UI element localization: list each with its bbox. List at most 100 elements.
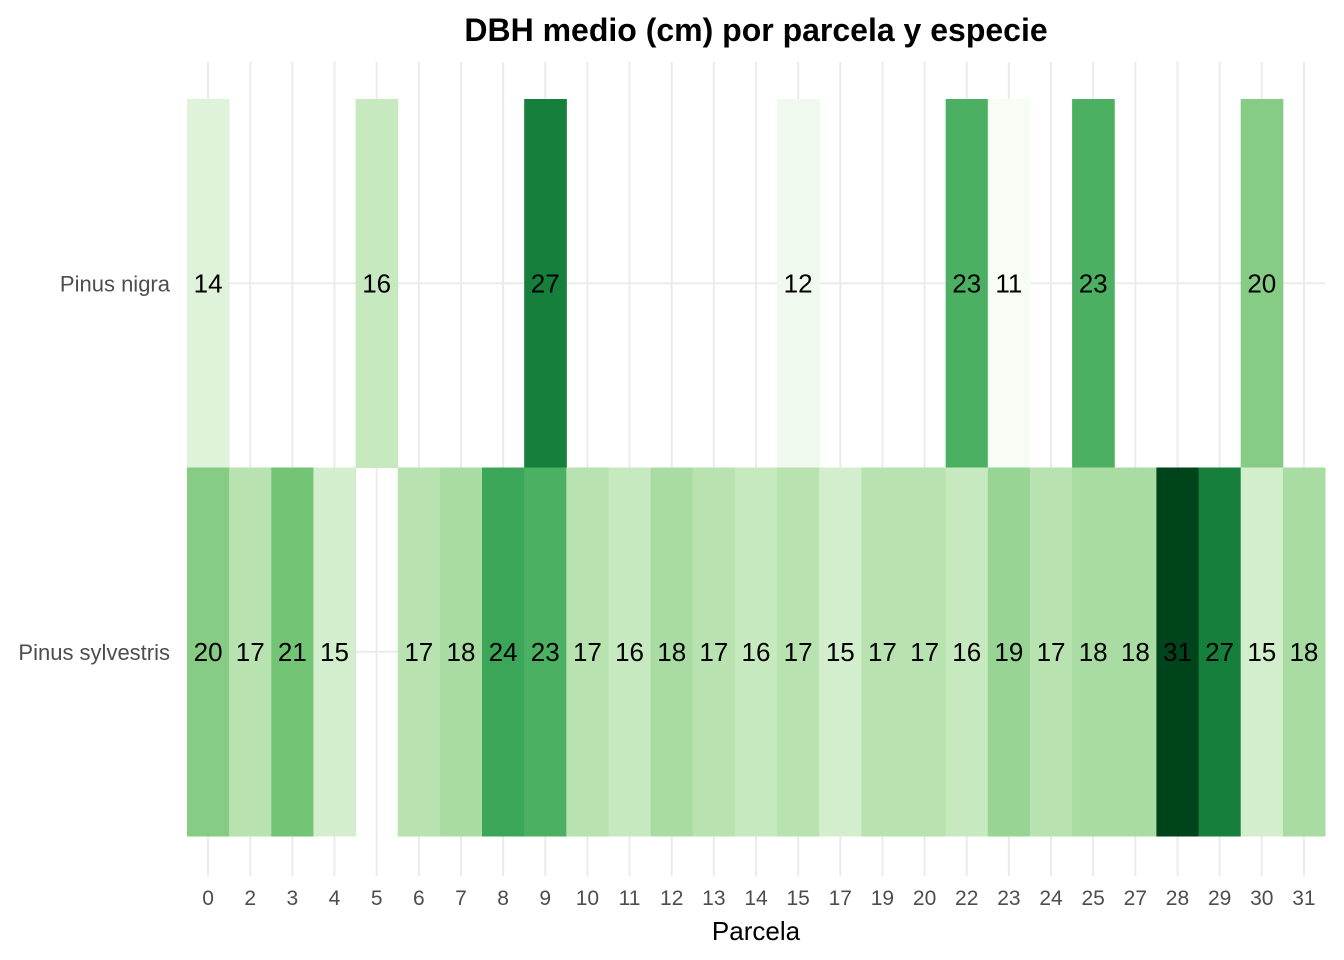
axes-layer: 0 2 3 4 5 6 7 8 9 10 11 12 13 14 15 17 19 20 22 23 24 25 27 28 2… (18, 271, 1315, 910)
heatmap-cell (1072, 99, 1115, 468)
cell-value-label: 21 (278, 637, 307, 667)
x-tick-label: 27 (1124, 887, 1147, 910)
heatmap-cell (1240, 467, 1284, 837)
heatmap-cell (397, 467, 441, 837)
heatmap-cell (945, 467, 989, 837)
x-tick-label: 8 (497, 887, 509, 910)
x-tick-label: 20 (913, 887, 936, 910)
x-tick-label: 13 (702, 887, 725, 910)
heatmap-cell (271, 467, 314, 837)
x-tick-label: 2 (244, 887, 256, 910)
x-axis-label: Parcela (712, 916, 801, 946)
x-tick-label: 28 (1166, 887, 1189, 910)
heatmap-cell (777, 467, 820, 837)
cell-value-label: 31 (1163, 637, 1192, 667)
x-tick-label: 22 (955, 887, 978, 910)
cell-value-label: 27 (1205, 637, 1234, 667)
cell-value-label: 12 (784, 268, 813, 298)
cell-value-label: 19 (994, 637, 1023, 667)
cell-value-label: 15 (320, 637, 349, 667)
cell-value-label: 15 (826, 637, 855, 667)
cells-layer (187, 99, 1326, 837)
x-tick-label: 25 (1082, 887, 1105, 910)
cell-value-label: 17 (784, 637, 813, 667)
y-tick-label: Pinus nigra (60, 271, 171, 296)
x-tick-label: 29 (1208, 887, 1231, 910)
cell-value-label: 18 (1079, 637, 1108, 667)
cell-value-label: 23 (952, 268, 981, 298)
heatmap-cell (524, 467, 567, 837)
heatmap-cell (524, 99, 567, 468)
cell-value-label: 23 (1079, 268, 1108, 298)
cell-value-label: 14 (194, 268, 223, 298)
heatmap-cell (1072, 467, 1115, 837)
heatmap-cell (566, 467, 609, 837)
heatmap-cell (1114, 467, 1157, 837)
heatmap-cell (987, 99, 1031, 468)
heatmap-cell (987, 467, 1031, 837)
x-tick-label: 6 (413, 887, 425, 910)
heatmap-cell (734, 467, 778, 837)
cell-value-label: 18 (447, 637, 476, 667)
x-tick-label: 15 (786, 887, 809, 910)
x-tick-label: 31 (1292, 887, 1315, 910)
cell-value-label: 16 (615, 637, 644, 667)
cell-value-label: 27 (531, 268, 560, 298)
heatmap-cell (1282, 467, 1326, 837)
heatmap-cell (777, 99, 820, 468)
x-tick-label: 14 (744, 887, 768, 910)
cell-value-label: 24 (489, 637, 518, 667)
cell-value-label: 16 (362, 268, 391, 298)
heatmap-cell (482, 467, 525, 837)
x-tick-label: 17 (829, 887, 852, 910)
cell-value-label: 17 (236, 637, 265, 667)
cell-value-label: 20 (1247, 268, 1276, 298)
heatmap-cell (229, 467, 272, 837)
cell-value-label: 17 (573, 637, 602, 667)
heatmap-cell (903, 467, 947, 837)
heatmap-cell (187, 99, 230, 468)
cell-value-label: 17 (868, 637, 897, 667)
cell-value-label: 16 (742, 637, 771, 667)
heatmap-cell (608, 467, 652, 837)
heatmap-cell (1156, 467, 1200, 837)
x-tick-label: 24 (1039, 887, 1063, 910)
cell-labels-layer: 14 16 27 12 23 11 23 20 20 17 21 15 17 18 24 23 17 16 18 17… (194, 268, 1319, 667)
x-tick-label: 0 (202, 887, 214, 910)
heatmap-cell (819, 467, 862, 837)
cell-value-label: 17 (910, 637, 939, 667)
chart-title: DBH medio (cm) por parcela y especie (464, 12, 1047, 48)
heatmap-cell (861, 467, 905, 837)
cell-value-label: 17 (1037, 637, 1066, 667)
heatmap-cell (313, 467, 357, 837)
cell-value-label: 15 (1247, 637, 1276, 667)
y-tick-label: Pinus sylvestris (18, 640, 170, 665)
heatmap-cell (355, 99, 399, 468)
cell-value-label: 11 (995, 268, 1022, 298)
cell-value-label: 23 (531, 637, 560, 667)
x-tick-label: 4 (329, 887, 341, 910)
x-tick-label: 23 (997, 887, 1020, 910)
heatmap-cell (187, 467, 230, 837)
heatmap-cell (692, 467, 736, 837)
heatmap-cell (439, 467, 483, 837)
x-tick-label: 3 (287, 887, 299, 910)
heatmap-cell (650, 467, 694, 837)
heatmap-cell (1029, 467, 1073, 837)
cell-value-label: 20 (194, 637, 223, 667)
x-tick-label: 9 (539, 887, 551, 910)
heatmap-cell (1240, 99, 1284, 468)
x-tick-label: 10 (576, 887, 599, 910)
cell-value-label: 17 (404, 637, 433, 667)
heatmap-cell (1198, 467, 1242, 837)
heatmap-cell (945, 99, 989, 468)
cell-value-label: 18 (1121, 637, 1150, 667)
x-tick-label: 12 (660, 887, 683, 910)
x-tick-label: 7 (455, 887, 467, 910)
cell-value-label: 16 (952, 637, 981, 667)
x-tick-label: 5 (371, 887, 383, 910)
x-tick-label: 30 (1250, 887, 1273, 910)
x-tick-label: 11 (619, 887, 641, 910)
